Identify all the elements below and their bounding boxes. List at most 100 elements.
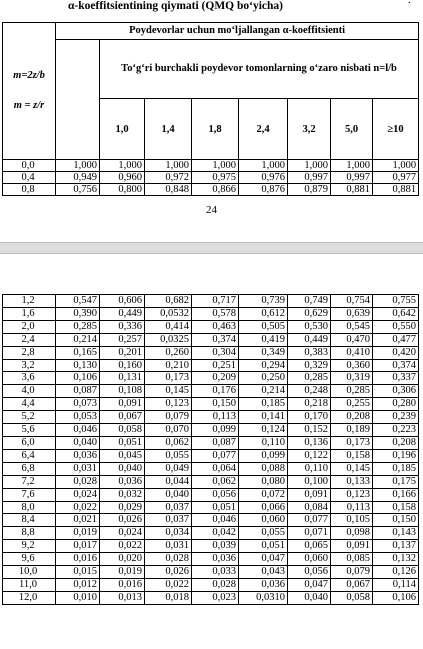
coefficient-cell: 0,056 <box>191 487 239 502</box>
coefficient-cell: 0,065 <box>287 539 331 554</box>
coefficient-cell: 0,105 <box>330 513 373 528</box>
m-label-2: m = z/r <box>13 100 45 111</box>
table-top-body: 0,0 1,000 1,000 1,000 1,000 1,000 1,000 1,000 1,… <box>2 159 420 196</box>
coefficient-cell: 0,578 <box>191 306 239 321</box>
row-m-value: 8,4 <box>2 513 56 528</box>
row-m-value: 11,0 <box>2 577 56 592</box>
coefficient-cell: 0,196 <box>372 448 419 463</box>
coefficient-cell: 0,031 <box>144 539 192 554</box>
rect-ratio-title: To‘g‘ri burchakli poydevor tomonlarning … <box>98 39 420 99</box>
coefficient-cell: 0,463 <box>191 319 239 334</box>
coefficient-cell: 0,091 <box>287 487 331 502</box>
coefficient-cell: 0,876 <box>238 183 288 196</box>
coefficient-cell: 0,024 <box>55 487 100 502</box>
coefficient-cell: 0,049 <box>144 461 192 476</box>
ratio-header-cell: 1,0 <box>99 98 145 160</box>
coefficient-cell: 0,034 <box>144 526 192 541</box>
coefficient-cell: 0,114 <box>372 577 419 592</box>
coefficient-cell: 0,053 <box>55 410 100 425</box>
coefficient-cell: 0,088 <box>238 461 288 476</box>
coefficient-cell: 0,042 <box>191 526 239 541</box>
row-m-value: 3,6 <box>2 371 56 386</box>
coefficient-cell: 0,047 <box>287 577 331 592</box>
coefficient-cell: 1,000 <box>330 159 373 172</box>
coefficient-cell: 0,374 <box>191 332 239 347</box>
coefficient-cell: 0,158 <box>330 448 373 463</box>
coefficient-cell: 0,336 <box>99 319 145 334</box>
coefficient-cell: 0,087 <box>191 435 239 450</box>
coefficient-cell: 0,176 <box>191 384 239 399</box>
coefficient-cell: 0,612 <box>238 306 288 321</box>
m-label-1: m=2z/b <box>13 70 45 81</box>
coefficient-cell: 0,099 <box>238 448 288 463</box>
coefficient-cell: 0,160 <box>99 358 145 373</box>
coefficient-cell: 0,754 <box>330 294 373 308</box>
coefficient-cell: 0,058 <box>99 423 145 437</box>
coefficient-cell: 0,642 <box>372 306 419 321</box>
table-row: 1,6 0,390 0,449 0,0532 0,578 0,612 0,629 0,639 0… <box>2 306 419 321</box>
coefficient-table-bottom: 1,2 0,547 0,606 0,682 0,717 0,739 0,749 0,754 0,… <box>2 294 419 605</box>
coefficient-cell: 0,477 <box>372 332 419 347</box>
coefficient-cell: 0,067 <box>330 577 373 592</box>
coefficient-cell: 0,150 <box>372 513 419 528</box>
coefficient-cell: 0,056 <box>287 565 331 579</box>
coefficient-cell: 0,015 <box>55 565 100 579</box>
coefficient-cell: 0,185 <box>372 461 419 476</box>
table-row: 4,4 0,073 0,091 0,123 0,150 0,185 0,218 0,255 0,… <box>2 397 419 412</box>
coefficient-cell: 0,449 <box>287 332 331 347</box>
table-row: 1,2 0,547 0,606 0,682 0,717 0,739 0,749 0,754 0,… <box>2 294 419 308</box>
coefficient-cell: 0,374 <box>372 358 419 373</box>
coefficient-cell: 0,170 <box>287 410 331 425</box>
table-row: 5,6 0,046 0,058 0,070 0,099 0,124 0,152 0,189 0,… <box>2 423 419 437</box>
coefficient-cell: 0,022 <box>144 577 192 592</box>
coefficient-cell: 0,040 <box>144 487 192 502</box>
coefficient-cell: 0,066 <box>238 500 288 515</box>
coefficient-cell: 0,606 <box>99 294 145 308</box>
coefficient-cell: 0,210 <box>144 358 192 373</box>
coefficient-cell: 0,977 <box>371 171 420 184</box>
coefficient-cell: 0,214 <box>55 332 100 347</box>
coefficient-cell: 0,881 <box>371 183 420 196</box>
coefficient-cell: 0,360 <box>330 358 373 373</box>
coefficient-cell: 0,260 <box>144 345 192 360</box>
coefficient-cell: 0,383 <box>287 345 331 360</box>
table-row: 5,2 0,053 0,067 0,079 0,113 0,141 0,170 0,208 0,… <box>2 410 419 425</box>
table-row: 6,4 0,036 0,045 0,055 0,077 0,099 0,122 0,158 0,… <box>2 448 419 463</box>
coefficient-cell: 0,016 <box>99 577 145 592</box>
coefficient-cell: 0,123 <box>330 487 373 502</box>
coefficient-cell: 0,280 <box>372 397 419 412</box>
table-row: 6,8 0,031 0,040 0,049 0,064 0,088 0,110 0,145 0,… <box>2 461 419 476</box>
coefficient-cell: 0,036 <box>191 552 239 567</box>
ratio-header-cell: 3,2 <box>287 98 331 160</box>
coefficient-cell: 0,449 <box>99 306 145 321</box>
coefficient-cell: 0,036 <box>238 577 288 592</box>
row-m-value: 1,2 <box>2 294 56 308</box>
coefficient-cell: 0,080 <box>238 474 288 489</box>
table-row: 8,8 0,019 0,024 0,034 0,042 0,055 0,071 0,098 0,… <box>2 526 419 541</box>
coefficient-cell: 0,098 <box>330 526 373 541</box>
row-m-value: 0,0 <box>2 159 56 172</box>
coefficient-cell: 0,073 <box>55 397 100 412</box>
coefficient-cell: 0,079 <box>330 565 373 579</box>
ratio-header-cell: 1,8 <box>191 98 239 160</box>
coefficient-cell: 0,047 <box>238 552 288 567</box>
table-row: 0,8 0,756 0,800 0,848 0,866 0,876 0,879 0,881 0,… <box>2 183 420 196</box>
page-number: 24 <box>206 204 217 216</box>
table-row: 11,0 0,012 0,016 0,022 0,028 0,036 0,047 0,067 0… <box>2 577 419 592</box>
coefficient-cell: 0,017 <box>55 539 100 554</box>
coefficient-cell: 0,087 <box>55 384 100 399</box>
coefficient-cell: 0,028 <box>191 577 239 592</box>
row-m-value: 7,2 <box>2 474 56 489</box>
coefficient-cell: 0,185 <box>238 397 288 412</box>
coefficient-cell: 0,028 <box>144 552 192 567</box>
m-column-header: m=2z/b m = z/r <box>2 22 56 160</box>
coefficient-cell: 0,682 <box>144 294 192 308</box>
row-m-value: 10,0 <box>2 565 56 579</box>
coefficient-cell: 0,051 <box>191 500 239 515</box>
table-bottom-body: 1,2 0,547 0,606 0,682 0,717 0,739 0,749 0,754 0,… <box>2 294 419 605</box>
coefficient-cell: 0,349 <box>238 345 288 360</box>
coefficient-cell: 1,000 <box>287 159 331 172</box>
coefficient-cell: 0,250 <box>238 371 288 386</box>
coefficient-cell: 0,749 <box>287 294 331 308</box>
coefficient-cell: 0,975 <box>191 171 239 184</box>
